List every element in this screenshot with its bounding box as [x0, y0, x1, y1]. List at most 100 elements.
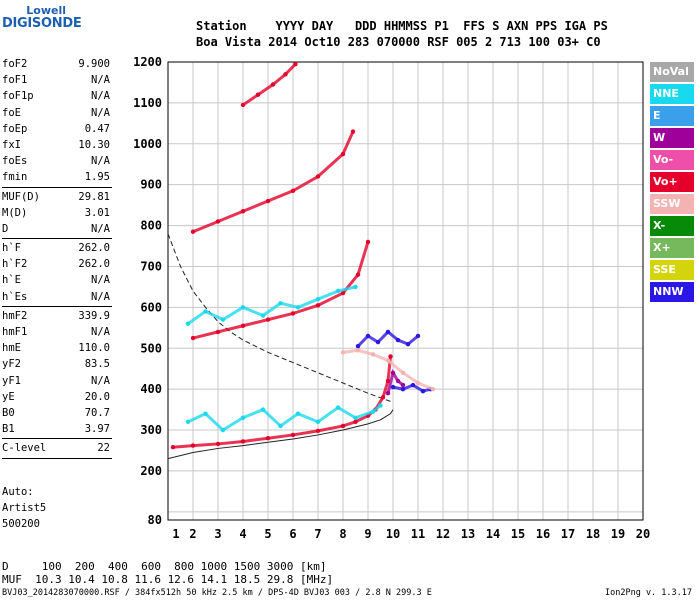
x-tick-label: 11 [411, 527, 425, 541]
param-name: h`F2 [2, 258, 28, 271]
param-row: D N/A [2, 221, 112, 237]
auto-info: Auto: Artist5 500200 [2, 484, 46, 532]
echo-point [340, 350, 346, 355]
echo-point [380, 395, 386, 400]
legend-item: NNE [650, 84, 694, 104]
y-tick-label: 300 [140, 423, 162, 437]
param-name: hmF2 [2, 309, 28, 322]
x-tick-label: 2 [189, 527, 196, 541]
y-tick-label: 1200 [133, 55, 162, 69]
echo-point [410, 382, 416, 388]
echo-point [315, 296, 321, 302]
echo-point [388, 354, 393, 359]
param-name: MUF(D) [2, 190, 40, 203]
echo-trace [386, 368, 404, 394]
echo-point [283, 72, 288, 77]
echo-point [315, 428, 321, 434]
x-tick-label: 8 [339, 527, 346, 541]
echo-point [353, 419, 358, 425]
echo-point [340, 423, 346, 429]
logo-top-text: Lowell [26, 4, 66, 17]
param-name: foF2 [2, 58, 28, 70]
echo-point [215, 441, 221, 447]
param-value: 70.7 [84, 406, 110, 419]
param-value: N/A [91, 290, 110, 303]
legend-item: X+ [650, 238, 694, 258]
echo-point [375, 339, 381, 345]
param-row: B1 3.97 [2, 421, 112, 437]
param-row: foE N/A [2, 105, 112, 121]
param-separator [2, 186, 112, 188]
echo-point [220, 427, 226, 433]
echo-point [353, 415, 358, 420]
echo-point [260, 313, 266, 318]
param-row: h`F2 262.0 [2, 256, 112, 272]
echo-point [315, 303, 321, 308]
echo-point [355, 344, 361, 349]
auto-line-2: Artist5 [2, 502, 47, 514]
echo-point [190, 443, 196, 448]
muf-frequency-row: MUF 10.3 10.4 10.8 11.6 12.6 14.1 18.5 2… [2, 573, 334, 586]
echo-point [400, 370, 406, 375]
param-name: foF1p [2, 90, 34, 103]
param-value: 10.30 [78, 138, 110, 151]
param-name: yF2 [2, 358, 21, 371]
param-row: foEp 0.47 [2, 121, 112, 137]
x-tick-label: 13 [461, 527, 475, 541]
x-tick-label: 1 [172, 527, 179, 541]
param-name: fmin [2, 171, 28, 184]
echo-point [265, 436, 271, 441]
param-value: 262.0 [78, 258, 110, 271]
echo-point [365, 333, 371, 339]
param-value: 9.900 [78, 58, 110, 70]
echo-point [420, 388, 426, 394]
echo-point [240, 102, 246, 108]
param-value: 1.95 [84, 171, 110, 184]
echo-point [270, 82, 276, 87]
echo-point [415, 380, 421, 386]
param-row: MUF(D) 29.81 [2, 189, 112, 205]
param-value: N/A [91, 222, 110, 235]
echo-point [240, 439, 246, 444]
model-curve [167, 409, 394, 460]
legend-item: Vo- [650, 150, 694, 170]
y-tick-label: 400 [140, 382, 162, 396]
echo-point [265, 198, 271, 204]
echo-point [260, 407, 266, 412]
parameter-panel: foF2 9.900 foF1 N/A foF1p N/A foE N/A foEp 0.47 fx… [2, 56, 112, 460]
y-tick-label: 500 [140, 341, 162, 355]
param-value: N/A [91, 155, 110, 168]
param-row: B0 70.7 [2, 405, 112, 421]
echo-point [203, 411, 208, 416]
param-value: N/A [91, 74, 110, 87]
logo-bottom-text: DIGISONDE [2, 16, 82, 31]
echo-point [385, 329, 391, 335]
param-value: 0.47 [84, 122, 110, 135]
legend-item: NoVal [650, 62, 694, 82]
echo-point [290, 432, 296, 438]
x-tick-label: 12 [436, 527, 450, 541]
param-separator [2, 305, 112, 307]
x-tick-label: 19 [611, 527, 625, 541]
echo-point [385, 358, 391, 363]
x-tick-label: 17 [561, 527, 575, 541]
param-row: h`E N/A [2, 272, 112, 288]
param-value: 110.0 [78, 342, 110, 355]
param-name: foEp [2, 122, 28, 135]
param-row: fxI 10.30 [2, 137, 112, 153]
auto-line-1: Auto: [2, 486, 34, 498]
param-row: foF1 N/A [2, 72, 112, 88]
x-tick-label: 16 [536, 527, 550, 541]
param-row: h`F 262.0 [2, 240, 112, 256]
echo-point [278, 301, 283, 306]
echo-point [385, 391, 391, 396]
x-tick-label: 14 [486, 527, 500, 541]
y-tick-label: 80 [148, 513, 162, 527]
param-name: yE [2, 390, 15, 403]
plot-frame [167, 61, 644, 521]
footer-file-info: BVJ03_2014283070000.RSF / 384fx512h 50 k… [2, 588, 432, 598]
param-name: foF1 [2, 74, 28, 87]
echo-point [255, 92, 261, 97]
echo-point [278, 423, 283, 429]
